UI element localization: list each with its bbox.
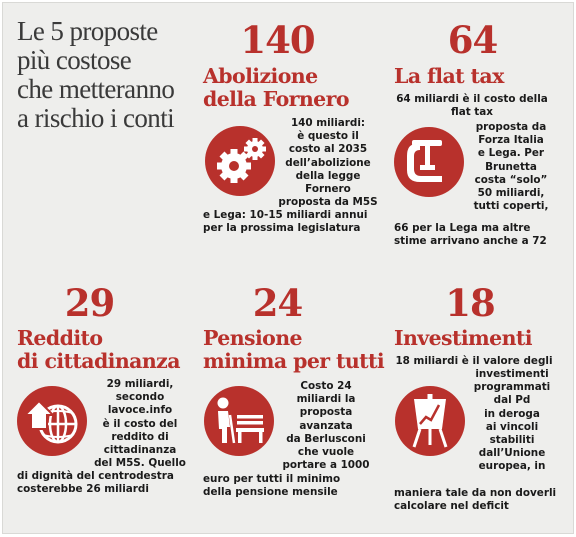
pensione-text-narrow: Costo 24 miliardi la proposta avanzata d… — [282, 380, 370, 472]
clamp-icon — [393, 126, 465, 203]
pensione-number: 24 — [252, 281, 304, 325]
headline-line: a rischio i conti — [17, 103, 175, 133]
headline: Le 5 proposte più costose che metteranno… — [17, 17, 192, 133]
headline-line: più costose — [17, 45, 132, 75]
investimenti-number: 18 — [445, 281, 496, 325]
flat-tax-text-wide: 66 per la Lega ma altre stime arrivano a… — [394, 222, 547, 248]
headline-line: che metteranno — [17, 74, 175, 104]
fornero-text-wide: e Lega: 10-15 miliardi annui per la pros… — [203, 209, 368, 235]
pensione-title: Pensione minima per tutti — [203, 326, 385, 373]
flat-tax-text-top: 64 miliardi è il costo della flat tax — [396, 93, 548, 119]
reddito-text-narrow: 29 miliardi, secondo lavoce.info è il co… — [94, 378, 186, 470]
reddito-text-wide: di dignità del centrodestra costerebbe 2… — [17, 470, 174, 496]
fornero-number: 140 — [240, 18, 315, 62]
chart-easel-icon — [394, 385, 466, 462]
flat-tax-text-narrow: proposta da Forza Italia e Lega. Per Bru… — [473, 121, 549, 213]
investimenti-title: Investimenti — [394, 326, 533, 350]
gears-icon — [204, 125, 276, 202]
investimenti-text-narrow: investimenti programmati dal Pd in derog… — [473, 368, 551, 473]
pensioner-bench-icon — [203, 385, 275, 462]
reddito-number: 29 — [64, 281, 116, 325]
fornero-text-narrow: 140 miliardi: è questo il costo al 2035 … — [278, 117, 378, 209]
flat-tax-number: 64 — [447, 18, 499, 62]
flat-tax-title: La flat tax — [394, 64, 504, 88]
reddito-title: Reddito di cittadinanza — [17, 326, 180, 373]
headline-line: Le 5 proposte — [17, 16, 158, 46]
pensione-text-wide: euro per tutti il minimo della pensione … — [203, 473, 341, 499]
investimenti-text-top: 18 miliardi è il valore degli — [395, 355, 553, 367]
globe-house-icon — [16, 385, 88, 462]
investimenti-text-wide: maniera tale da non doverli calcolare ne… — [394, 487, 557, 513]
fornero-title: Abolizione della Fornero — [203, 64, 350, 111]
